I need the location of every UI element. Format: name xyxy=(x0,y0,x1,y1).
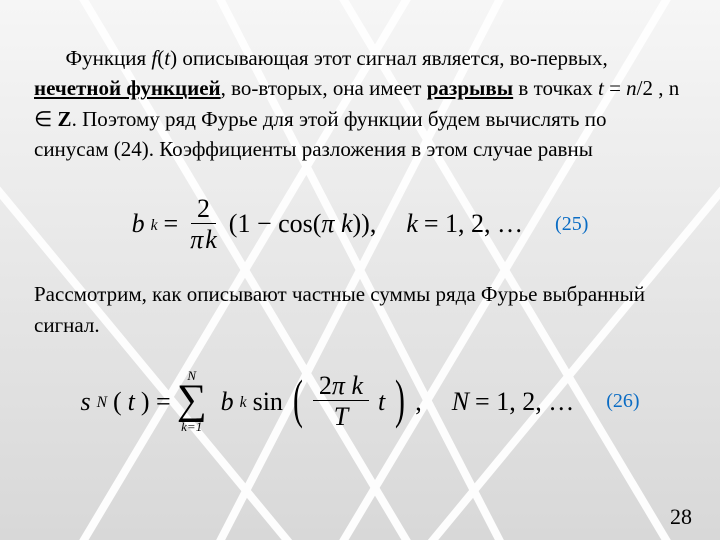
tail: = 1, 2, … xyxy=(424,205,523,243)
lparen-icon: ( xyxy=(293,360,303,438)
sum-bot: k=1 xyxy=(181,420,202,433)
text: /2 , n xyxy=(637,76,680,100)
den: πk xyxy=(184,224,223,253)
bk-b: b xyxy=(132,205,145,243)
text: . Поэтому ряд Фурье для этой функции буд… xyxy=(34,107,606,161)
gaps: разрывы xyxy=(427,76,513,100)
text: = xyxy=(604,76,626,100)
text: , во-вторых, она имеет xyxy=(221,76,427,100)
paragraph-intro: Функция f(t) описывающая этот сигнал явл… xyxy=(34,43,686,165)
bk2: b xyxy=(221,383,234,421)
n2k: k xyxy=(345,371,363,400)
paragraph-partial-sums: Рассмотрим, как описывают частные суммы … xyxy=(34,279,686,340)
sum: N ∑ k=1 xyxy=(177,369,207,433)
odd-function: нечетной функцией xyxy=(34,76,221,100)
den2: T xyxy=(328,401,354,430)
equation-25-label: (25) xyxy=(555,210,588,239)
bk2-sub: k xyxy=(240,392,247,415)
comma: , xyxy=(415,383,422,421)
equation-26-row: sN (t) = N ∑ k=1 bk sin ( 2π k T t xyxy=(34,362,686,440)
t-var: t xyxy=(378,383,385,421)
element-of: ∈ xyxy=(34,107,52,131)
set-z: Z xyxy=(58,107,72,131)
slide: Функция f(t) описывающая этот сигнал явл… xyxy=(0,0,720,540)
fraction-2: 2π k T xyxy=(313,372,369,431)
k2: k xyxy=(334,209,352,238)
var-n: n xyxy=(626,76,637,100)
k-var: k xyxy=(406,205,418,243)
eq-sign: = xyxy=(164,205,179,243)
equation-26-label: (26) xyxy=(606,387,639,416)
equation-25-row: bk = 2 πk (1 − cos(π k)), k = 1, 2, … (2… xyxy=(34,195,686,254)
equation-25: bk = 2 πk (1 − cos(π k)), k = 1, 2, … xyxy=(132,195,523,254)
k: k xyxy=(205,225,217,254)
text: описывающая этот сигнал является, во-пер… xyxy=(177,46,608,70)
n2a: 2 xyxy=(319,371,332,400)
rparen-icon: ) xyxy=(395,360,405,438)
arg-open: ( xyxy=(113,383,122,421)
sin: sin xyxy=(253,383,283,421)
close: )), xyxy=(353,209,377,238)
sN-s: s xyxy=(80,383,90,421)
sN-sub: N xyxy=(97,392,107,415)
N-var: N xyxy=(452,383,469,421)
n2pi: π xyxy=(332,371,345,400)
page-number: 28 xyxy=(670,504,692,530)
num: 2 xyxy=(191,195,216,224)
pi2: π xyxy=(321,209,334,238)
sigma-icon: ∑ xyxy=(177,382,207,420)
fraction: 2 πk xyxy=(184,195,223,254)
text: Функция xyxy=(66,46,152,70)
text: в точках xyxy=(513,76,598,100)
arg-close: ) = xyxy=(141,383,171,421)
pi: π xyxy=(190,225,203,254)
tail2: = 1, 2, … xyxy=(475,383,574,421)
equation-26: sN (t) = N ∑ k=1 bk sin ( 2π k T t xyxy=(80,362,574,440)
bk-sub: k xyxy=(151,215,158,238)
arg-t: t xyxy=(128,383,135,421)
paren-expr: (1 − cos(π k)), xyxy=(229,205,377,243)
open: (1 − cos( xyxy=(229,209,322,238)
num2: 2π k xyxy=(313,372,369,401)
